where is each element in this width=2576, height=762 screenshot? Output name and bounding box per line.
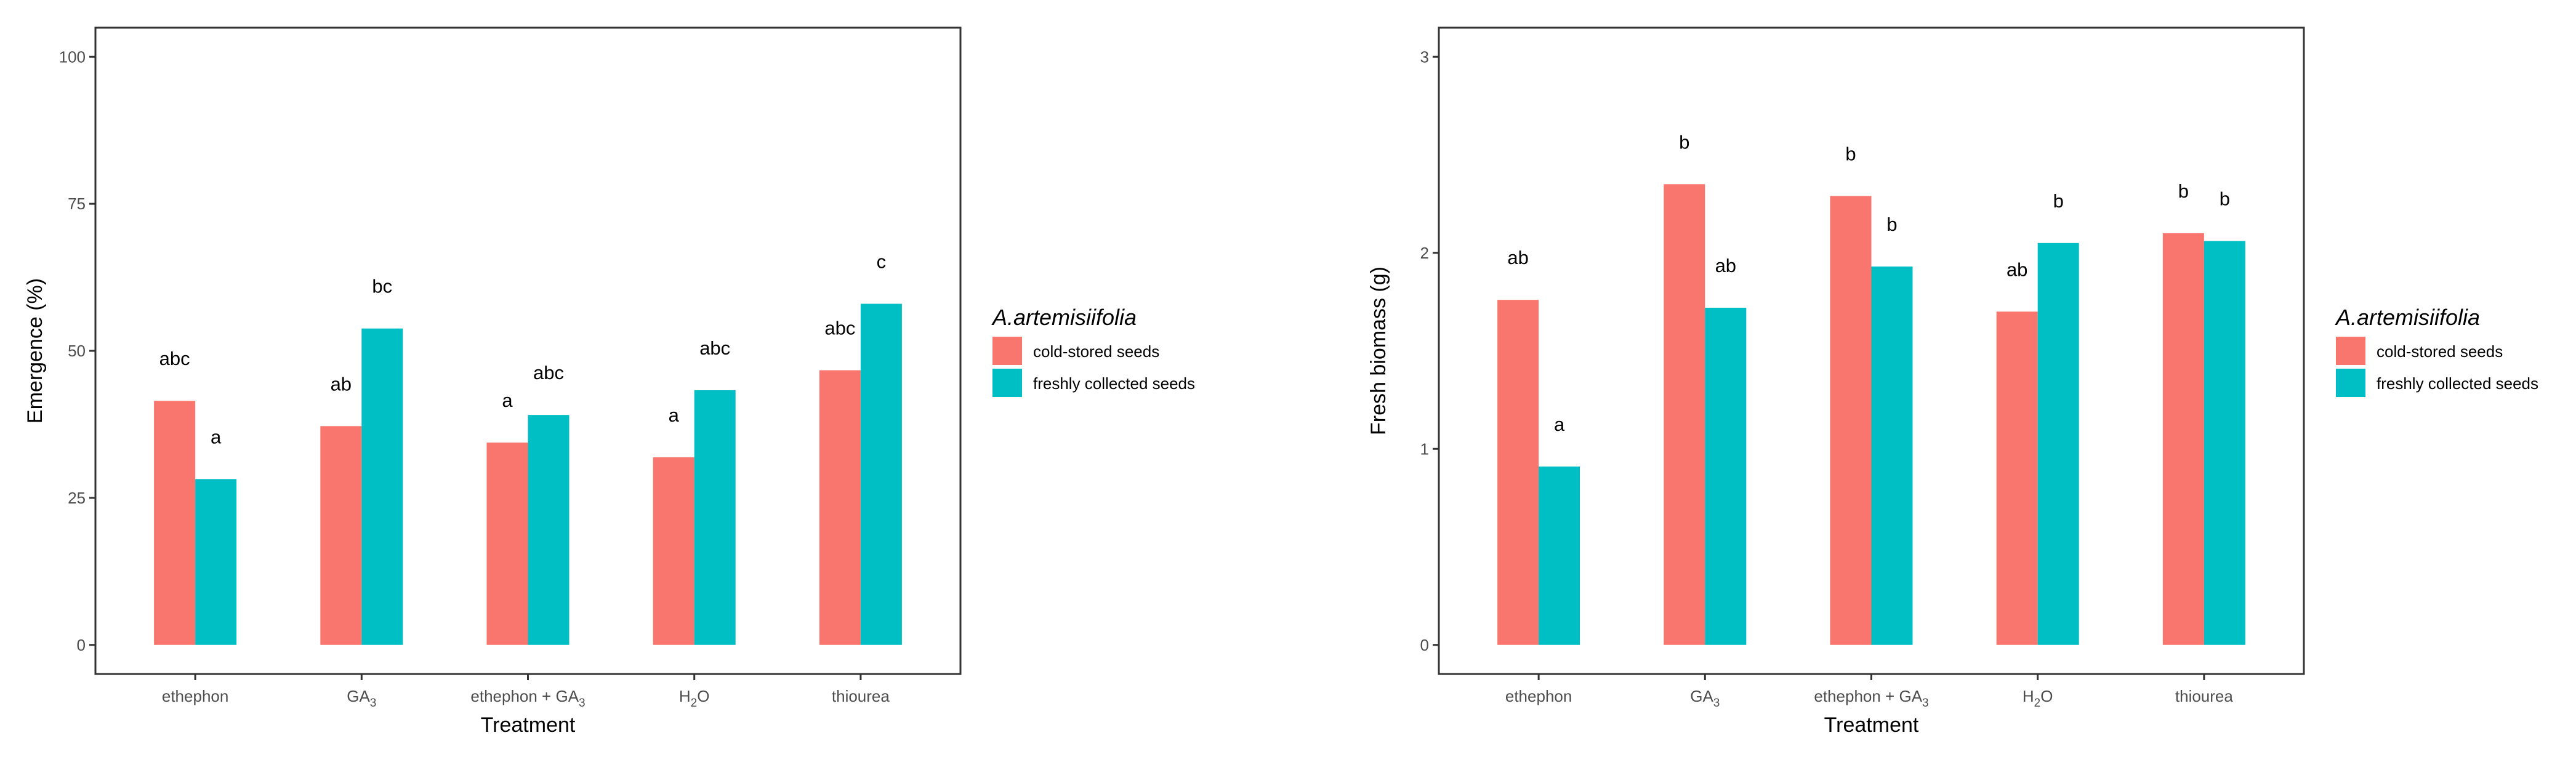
bar-cold-stored <box>819 370 861 645</box>
bar-cold-stored <box>320 426 362 645</box>
x-axis-title: Treatment <box>1824 713 1919 737</box>
bar-freshly-collected <box>1705 307 1747 645</box>
significance-letter: ab <box>1715 255 1736 276</box>
bar-freshly-collected <box>1539 466 1580 645</box>
bar-freshly-collected <box>528 415 570 645</box>
x-tick-text: ethephon + GA <box>1814 687 1922 705</box>
x-tick-label: ethephon + GA3 <box>1814 687 1928 710</box>
y-tick-label: 3 <box>1420 47 1429 66</box>
y-tick-label: 50 <box>68 342 86 360</box>
significance-letter: abc <box>699 337 730 359</box>
x-tick-text: GA <box>347 687 370 705</box>
x-tick-text: ethephon + GA <box>470 687 579 705</box>
x-tick-label: GA3 <box>347 687 376 710</box>
y-tick-label: 75 <box>68 195 86 213</box>
x-tick-label: GA3 <box>1690 687 1720 710</box>
y-axis-title: Fresh biomass (g) <box>1367 267 1390 435</box>
x-tick-text: GA <box>1690 687 1713 705</box>
x-tick-text: thiourea <box>2175 687 2233 705</box>
legend-title: A.artemisiifolia <box>2335 305 2480 330</box>
x-tick-text: ethephon <box>1505 687 1572 705</box>
x-tick-label: ethephon + GA3 <box>470 687 585 710</box>
x-tick-subscript: 3 <box>1922 697 1929 710</box>
x-tick-text: ethephon <box>162 687 228 705</box>
bar-cold-stored <box>486 443 528 645</box>
legend-label: cold-stored seeds <box>1033 342 1159 361</box>
significance-letter: ab <box>331 373 352 395</box>
x-tick-label: thiourea <box>832 687 890 705</box>
y-tick-label: 100 <box>59 47 86 66</box>
x-tick-suffix: O <box>2040 687 2053 705</box>
legend-label: freshly collected seeds <box>2377 374 2538 393</box>
x-tick-subscript: 3 <box>1713 697 1720 710</box>
x-tick-label: H2O <box>679 687 710 710</box>
bar-cold-stored <box>1830 196 1872 645</box>
y-tick-label: 25 <box>68 489 86 507</box>
significance-letter: a <box>502 390 513 411</box>
x-tick-label: thiourea <box>2175 687 2233 705</box>
x-axis-title: Treatment <box>481 713 576 737</box>
legend-key-freshly-collected <box>992 369 1022 397</box>
x-tick-suffix: O <box>697 687 709 705</box>
x-tick-subscript: 3 <box>579 697 586 710</box>
significance-letter: b <box>2220 188 2230 210</box>
significance-letter: abc <box>159 348 190 369</box>
significance-letter: a <box>1554 414 1565 435</box>
legend: A.artemisiifolia cold-stored seeds freshly… <box>2335 305 2538 397</box>
bar-cold-stored <box>1996 311 2038 645</box>
significance-letter: a <box>669 404 680 426</box>
bar-freshly-collected <box>361 328 403 645</box>
significance-letter: b <box>1886 214 1897 235</box>
legend: A.artemisiifolia cold-stored seeds freshly… <box>991 305 1195 397</box>
significance-letter: abc <box>533 362 564 383</box>
bar-cold-stored <box>154 401 196 645</box>
significance-letter: c <box>877 251 887 273</box>
x-tick-subscript: 2 <box>2034 697 2041 710</box>
x-tick-subscript: 3 <box>370 697 377 710</box>
significance-letter: b <box>2178 180 2189 202</box>
significance-letter: bc <box>372 276 392 297</box>
significance-letter: b <box>1679 131 1689 153</box>
x-tick-text: H <box>2023 687 2034 705</box>
legend-label: cold-stored seeds <box>2377 342 2503 361</box>
y-tick-label: 1 <box>1420 439 1429 458</box>
x-tick-label: ethephon <box>162 687 228 705</box>
bar-freshly-collected <box>2204 241 2245 645</box>
bar-freshly-collected <box>694 390 736 645</box>
bar-cold-stored <box>1664 184 1705 645</box>
significance-letter: abc <box>824 318 855 339</box>
legend-key-freshly-collected <box>2336 369 2365 397</box>
significance-letter: a <box>211 426 222 447</box>
legend-label: freshly collected seeds <box>1033 374 1195 393</box>
x-tick-subscript: 2 <box>691 697 698 710</box>
legend-key-cold-stored <box>992 337 1022 365</box>
significance-letter: b <box>1845 143 1856 164</box>
y-axis-title: Emergence (%) <box>23 278 47 423</box>
bar-freshly-collected <box>1871 267 1913 645</box>
x-tick-label: ethephon <box>1505 687 1572 705</box>
y-tick-label: 2 <box>1420 244 1429 262</box>
legend-title: A.artemisiifolia <box>991 305 1137 330</box>
bar-cold-stored <box>653 457 694 645</box>
bar-cold-stored <box>2162 233 2204 645</box>
bar-freshly-collected <box>860 303 902 645</box>
significance-letter: ab <box>1507 247 1528 268</box>
legend-key-cold-stored <box>2336 337 2365 365</box>
x-tick-label: H2O <box>2023 687 2053 710</box>
x-tick-text: H <box>679 687 691 705</box>
y-tick-label: 0 <box>1420 636 1429 654</box>
y-tick-label: 0 <box>77 636 86 654</box>
bar-freshly-collected <box>195 479 237 645</box>
bar-freshly-collected <box>2037 243 2079 645</box>
significance-letter: ab <box>2006 259 2027 280</box>
significance-letter: b <box>2053 190 2064 212</box>
bar-cold-stored <box>1497 300 1539 645</box>
x-tick-text: thiourea <box>832 687 890 705</box>
